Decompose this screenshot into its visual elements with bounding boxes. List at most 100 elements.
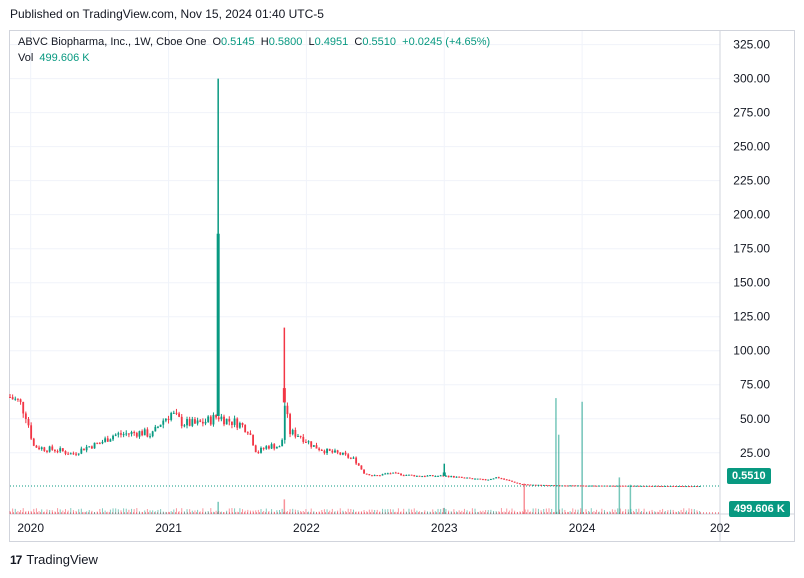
candle-body xyxy=(77,453,80,455)
volume-bar xyxy=(691,508,693,514)
volume-value: 499.606 K xyxy=(39,52,90,64)
candle-body xyxy=(286,405,289,415)
candle-body xyxy=(135,433,138,437)
volume-bar xyxy=(86,511,88,514)
volume-bar xyxy=(662,508,664,514)
volume-spike xyxy=(581,401,583,514)
volume-bar xyxy=(482,510,484,514)
volume-bar xyxy=(22,508,24,514)
volume-bar xyxy=(70,508,72,514)
volume-bar xyxy=(265,508,267,514)
volume-bar xyxy=(334,511,336,514)
volume-bar xyxy=(329,510,331,514)
candle-body xyxy=(500,478,503,480)
x-tick-label: 2022 xyxy=(293,521,320,535)
candle-body xyxy=(696,486,698,488)
volume-bar xyxy=(337,510,339,514)
volume-bar xyxy=(500,508,502,514)
volume-bar xyxy=(46,509,48,514)
volume-bar xyxy=(302,511,304,514)
volume-bar xyxy=(403,508,405,514)
candle-body xyxy=(164,418,167,421)
candle-body xyxy=(521,484,524,486)
volume-bar xyxy=(281,508,283,514)
change-value: +0.0245 (+4.65%) xyxy=(402,36,491,48)
volume-bar xyxy=(226,510,228,514)
candle-body xyxy=(384,473,387,475)
volume-bar xyxy=(273,511,275,514)
volume-bar xyxy=(384,509,386,514)
candle-body xyxy=(614,485,616,487)
volume-bar xyxy=(96,511,98,514)
candle-body xyxy=(114,434,117,436)
candle-body xyxy=(455,476,458,478)
tradingview-brand[interactable]: 17 TradingView xyxy=(10,552,98,567)
volume-bar xyxy=(585,509,587,514)
volume-bar xyxy=(83,511,85,514)
volume-bar xyxy=(572,508,574,514)
volume-bar xyxy=(395,511,397,514)
volume-bar xyxy=(527,509,529,514)
volume-bar xyxy=(487,510,489,514)
y-tick-label: 150.00 xyxy=(733,276,770,290)
candle-body xyxy=(685,486,688,488)
candle-body xyxy=(423,476,426,478)
volume-bar xyxy=(9,511,11,514)
candle-body xyxy=(360,465,363,470)
candle-body xyxy=(178,413,181,417)
volume-bar xyxy=(165,511,167,514)
candle-body xyxy=(603,485,606,487)
candle-body xyxy=(347,454,350,458)
volume-bar xyxy=(220,511,222,514)
candle-body xyxy=(75,453,77,455)
candle-body xyxy=(194,419,196,424)
volume-bar xyxy=(168,511,170,514)
volume-bar xyxy=(51,510,53,514)
candle-body xyxy=(484,479,487,481)
volume-bar xyxy=(448,510,450,514)
volume-bar xyxy=(699,511,701,514)
candle-body xyxy=(571,485,574,487)
candle-body xyxy=(252,434,255,446)
candle-body xyxy=(159,424,162,427)
volume-bar xyxy=(67,510,69,514)
volume-bar xyxy=(453,509,455,514)
volume-bar xyxy=(49,510,51,514)
candle-body xyxy=(246,432,249,434)
candle-body xyxy=(72,453,75,455)
y-tick-label: 200.00 xyxy=(733,208,770,222)
x-tick-label: 202 xyxy=(710,521,730,535)
volume-bar xyxy=(566,511,568,514)
candle-body xyxy=(600,485,603,487)
volume-bar xyxy=(493,510,495,514)
candle-body xyxy=(154,426,157,432)
volume-bar xyxy=(466,510,468,514)
volume-bar xyxy=(408,508,410,514)
candle-body xyxy=(143,429,146,436)
volume-bar xyxy=(234,508,236,514)
volume-bar xyxy=(551,508,553,514)
candle-body xyxy=(30,425,33,439)
volume-bar xyxy=(326,509,328,514)
candle-body xyxy=(265,446,268,449)
candle-body xyxy=(228,418,231,422)
volume-bar xyxy=(633,510,635,514)
candle-body xyxy=(519,483,521,485)
candle-body xyxy=(344,452,347,455)
candle-body xyxy=(569,485,572,487)
candle-body xyxy=(529,484,532,486)
volume-bar xyxy=(519,511,521,514)
volume-spike xyxy=(629,484,632,514)
volume-bar xyxy=(421,511,423,514)
volume-bar xyxy=(123,508,125,514)
candle-body xyxy=(217,417,220,420)
volume-bar xyxy=(352,509,354,514)
volume-bar xyxy=(360,511,362,514)
candle-body xyxy=(24,413,27,420)
volume-bar xyxy=(675,511,677,514)
volume-bar xyxy=(125,508,127,514)
candle-body xyxy=(233,418,236,425)
candle-body xyxy=(127,433,130,435)
candle-body xyxy=(431,475,434,477)
